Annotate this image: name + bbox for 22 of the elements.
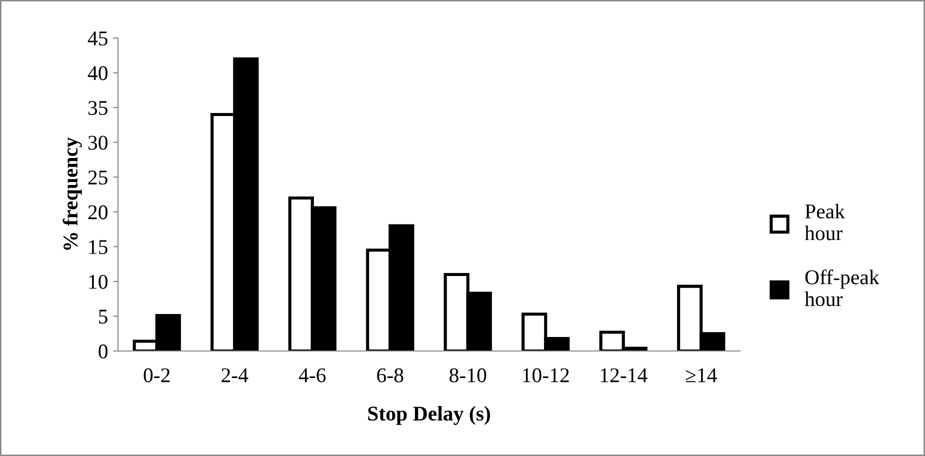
y-tick-label: 25 (88, 170, 108, 185)
x-tick-label: 0-2 (144, 368, 170, 382)
x-tick-label: 8-10 (450, 368, 486, 382)
y-tick-label: 30 (88, 136, 108, 150)
x-tick-label: 6-8 (377, 368, 404, 382)
y-tick-label: 15 (89, 240, 108, 254)
y-tick-label: 0 (98, 344, 108, 358)
x-tick-label: 4-6 (298, 368, 326, 382)
x-tick-label: 12-14 (600, 368, 648, 382)
y-tick-label: 10 (89, 274, 108, 289)
y-tick-label: 5 (99, 310, 108, 324)
y-tick-label: 35 (88, 100, 108, 115)
x-tick-label: 10-12 (523, 368, 569, 382)
x-tick-label: 2-4 (222, 368, 248, 382)
legend-label: Off-peak hour (804, 269, 880, 306)
y-tick-label: 45 (88, 32, 108, 46)
y-tick-label: 20 (88, 205, 108, 220)
y-tick-label: 40 (88, 66, 108, 80)
x-axis-title: Stop Delay (s) (368, 406, 490, 425)
y-axis-title: % frequency (62, 137, 82, 250)
x-tick-label: ≥14 (686, 368, 717, 382)
legend-label: Peak hour (804, 204, 846, 240)
